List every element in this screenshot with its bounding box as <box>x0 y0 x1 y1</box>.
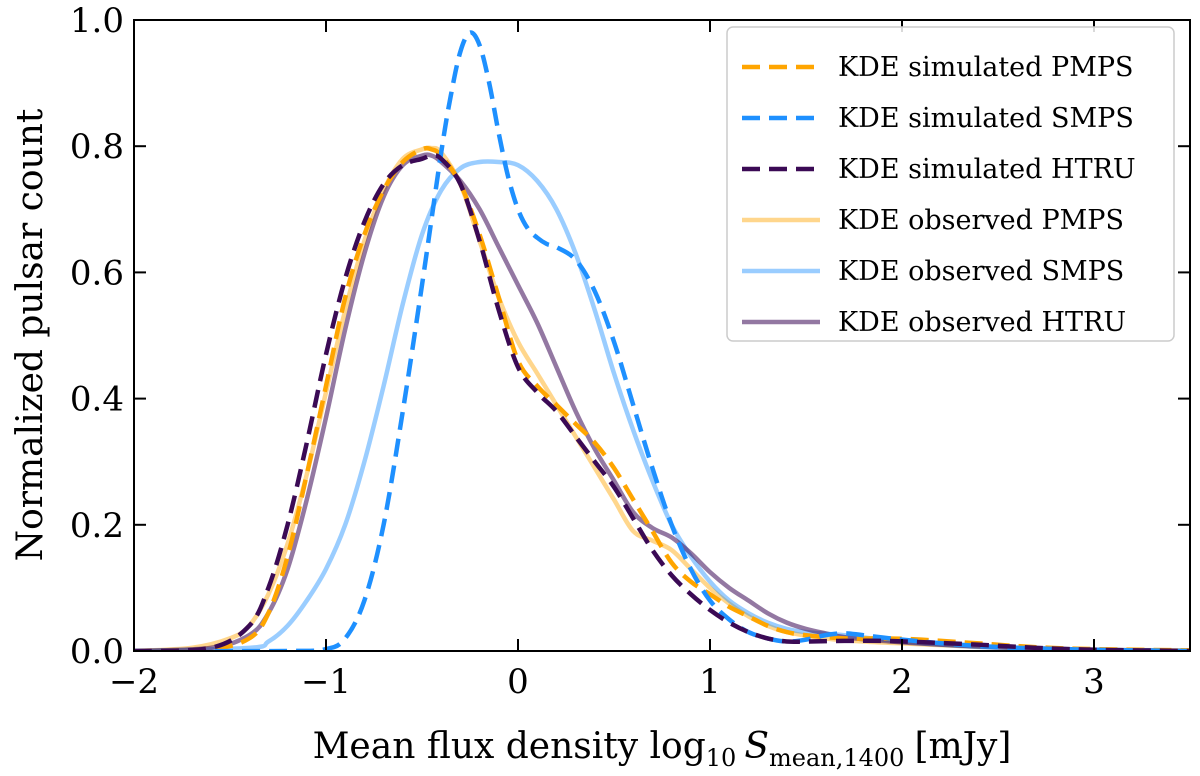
x-axis-label-unit: [mJy] <box>914 726 1011 767</box>
series-line-kde-simulated-pmps <box>134 145 1190 651</box>
x-tick-label: 0 <box>507 662 529 702</box>
legend-label-kde-simulated-htru: KDE simulated HTRU <box>838 154 1136 185</box>
x-tick-label: 2 <box>891 662 913 702</box>
x-axis-label-log-subscript: 10 <box>706 744 737 772</box>
series-line-kde-simulated-htru <box>134 153 1190 651</box>
x-axis-label-variable: S <box>744 726 769 767</box>
legend-label-kde-simulated-pmps: KDE simulated PMPS <box>838 52 1134 83</box>
y-tick-label: 0.4 <box>70 380 124 420</box>
y-tick-label: 0.0 <box>70 632 124 672</box>
x-tick-label: 3 <box>1083 662 1105 702</box>
series-line-kde-observed-smps <box>134 159 1190 651</box>
x-axis-label: Mean flux density log10 Smean,1400 [mJy] <box>313 726 1012 772</box>
legend-label-kde-observed-smps: KDE observed SMPS <box>838 256 1124 287</box>
y-tick-label: 1.0 <box>70 1 124 41</box>
series-line-kde-simulated-smps <box>134 30 1190 651</box>
tick-layer: −2 −1 0 1 2 3 0.0 0.2 0.4 0.6 0.8 1.0 <box>70 1 1190 702</box>
y-tick-label: 0.2 <box>70 506 124 546</box>
y-axis-label: Normalized pulsar count <box>10 108 51 561</box>
series-line-kde-observed-htru <box>134 152 1190 651</box>
x-axis-label-main: Mean flux density log <box>313 726 706 767</box>
legend: KDE simulated PMPS KDE simulated SMPS KDE … <box>726 26 1175 342</box>
legend-label-kde-simulated-smps: KDE simulated SMPS <box>838 103 1134 134</box>
x-axis-label-variable-subscript: mean,1400 <box>769 744 904 772</box>
series-layer <box>134 30 1190 651</box>
legend-label-kde-observed-htru: KDE observed HTRU <box>838 307 1126 338</box>
legend-label-kde-observed-pmps: KDE observed PMPS <box>838 205 1124 236</box>
y-tick-label: 0.8 <box>70 127 124 167</box>
x-tick-label: 1 <box>699 662 721 702</box>
x-tick-label: −1 <box>301 662 351 702</box>
legend-box <box>726 26 1175 342</box>
plot-frame <box>133 19 1191 652</box>
y-tick-label: 0.6 <box>70 253 124 293</box>
x-tick-label: −2 <box>109 662 159 702</box>
